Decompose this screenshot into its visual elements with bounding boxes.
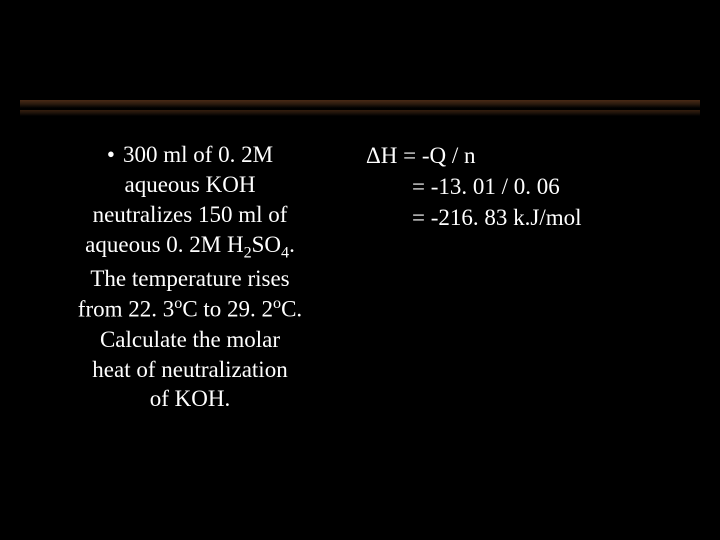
problem-line-7: Calculate the molar <box>100 327 280 352</box>
equation-line-2: = -13. 01 / 0. 06 <box>366 171 680 202</box>
problem-statement: • 300 ml of 0. 2M aqueous KOH neutralizes… <box>40 140 340 414</box>
problem-line-8: heat of neutralization <box>92 357 287 382</box>
delta-symbol: Δ <box>366 143 381 168</box>
decorative-bar-1 <box>20 100 700 108</box>
problem-line-6b: C to 29. 2 <box>182 297 273 322</box>
problem-line-5: The temperature rises <box>90 266 289 291</box>
subscript-4: 4 <box>281 244 289 261</box>
problem-line-4c: . <box>289 232 295 257</box>
decorative-bar-2 <box>20 110 700 116</box>
slide-content: • 300 ml of 0. 2M aqueous KOH neutralizes… <box>40 140 680 414</box>
problem-line-6a: from 22. 3 <box>78 297 174 322</box>
bullet-icon: • <box>107 142 115 167</box>
problem-line-9: of KOH. <box>150 386 231 411</box>
problem-line-1: 300 ml of 0. 2M <box>123 142 273 167</box>
equation-line-1: ΔH = -Q / n <box>366 140 680 171</box>
problem-line-6c: C. <box>281 297 302 322</box>
problem-line-4a: aqueous 0. 2M H <box>85 232 243 257</box>
equation-line-3: = -216. 83 k.J/mol <box>366 202 680 233</box>
problem-line-4b: SO <box>252 232 281 257</box>
solution: ΔH = -Q / n = -13. 01 / 0. 06 = -216. 83… <box>360 140 680 414</box>
equation-1-text: H = -Q / n <box>381 143 476 168</box>
subscript-2a: 2 <box>244 244 252 261</box>
problem-line-2: aqueous KOH <box>125 172 256 197</box>
superscript-o2: o <box>273 295 281 312</box>
problem-line-3: neutralizes 150 ml of <box>93 202 288 227</box>
